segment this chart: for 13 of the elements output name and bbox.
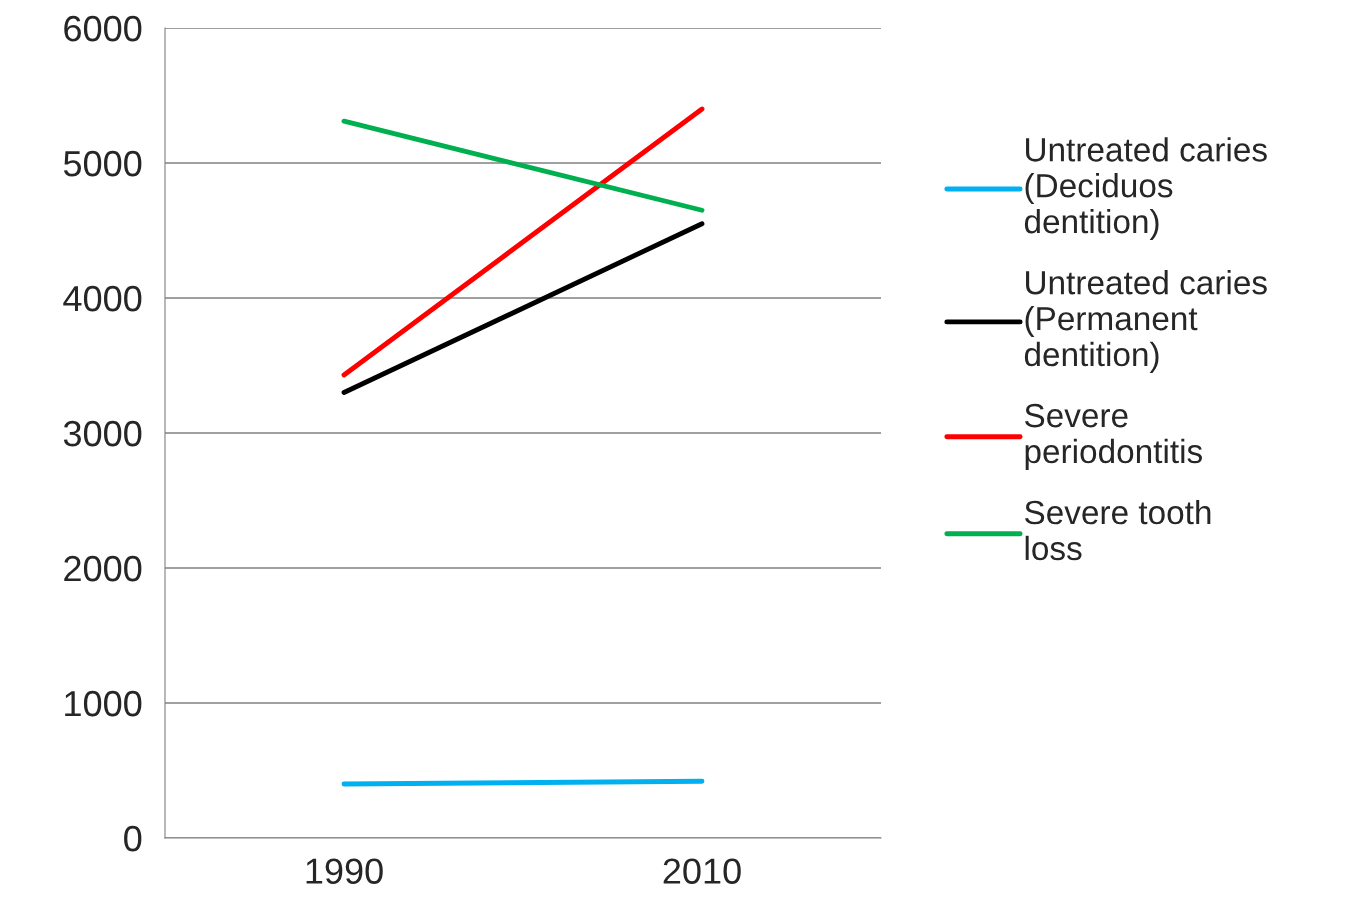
legend-label: Severe tooth loss	[1024, 499, 1211, 561]
y-tick-label: 2000	[64, 555, 142, 582]
legend-label: Untreated caries (Deciduos dentition)	[1024, 137, 1267, 241]
legend-label: Severe periodontitis	[1024, 403, 1202, 470]
y-tick-label: 5000	[63, 150, 142, 177]
legend-label: Untreated caries (Permanent dentition)	[1024, 270, 1267, 373]
y-tick-label: 6000	[64, 15, 142, 42]
x-tick-label: 1990	[306, 858, 383, 884]
y-tick-label: 0	[124, 825, 142, 852]
y-tick-label: 3000	[63, 420, 142, 447]
y-tick-label: 1000	[65, 690, 142, 717]
x-tick-label: 2010	[663, 858, 741, 884]
y-tick-label: 4000	[63, 285, 142, 312]
